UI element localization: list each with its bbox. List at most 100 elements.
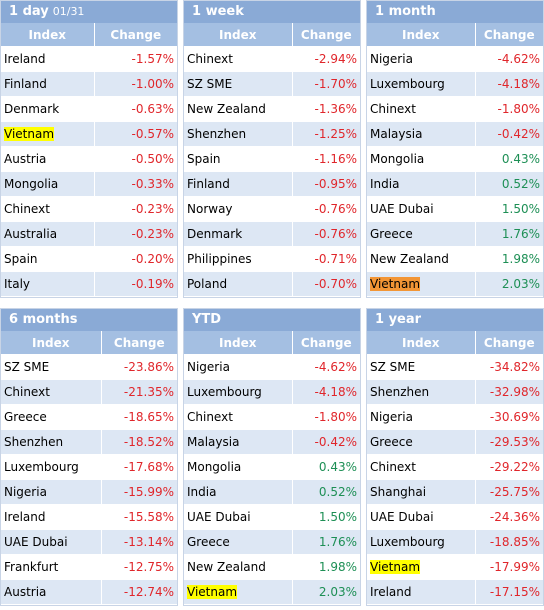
change-value: -0.57% bbox=[94, 121, 177, 147]
table-row[interactable]: Luxembourg -4.18% bbox=[367, 71, 543, 97]
header-change[interactable]: Change bbox=[475, 331, 543, 355]
table-row[interactable]: Vietnam -17.99% bbox=[367, 554, 543, 580]
table-row[interactable]: SZ SME -1.70% bbox=[184, 71, 360, 97]
index-cell: Italy bbox=[1, 271, 95, 297]
change-value: -24.36% bbox=[475, 504, 543, 530]
table-row[interactable]: India 0.52% bbox=[367, 171, 543, 197]
table-row[interactable]: Nigeria -4.62% bbox=[367, 46, 543, 72]
change-value: -1.57% bbox=[94, 46, 177, 72]
table-row[interactable]: SZ SME -23.86% bbox=[1, 354, 177, 380]
table-row[interactable]: Spain -1.16% bbox=[184, 146, 360, 172]
table-row[interactable]: Spain -0.20% bbox=[1, 246, 177, 272]
table-row[interactable]: Chinext -21.35% bbox=[1, 379, 177, 405]
table-row[interactable]: UAE Dubai 1.50% bbox=[184, 504, 360, 530]
change-value: -4.62% bbox=[292, 354, 360, 380]
header-index[interactable]: Index bbox=[367, 23, 476, 47]
table-row[interactable]: Chinext -1.80% bbox=[367, 96, 543, 122]
index-name: Vietnam bbox=[370, 560, 421, 574]
table-row[interactable]: New Zealand 1.98% bbox=[184, 554, 360, 580]
header-change[interactable]: Change bbox=[101, 331, 177, 355]
index-name: Greece bbox=[370, 227, 413, 241]
table-row[interactable]: Shanghai -25.75% bbox=[367, 479, 543, 505]
panel-title: 1 year bbox=[367, 309, 543, 331]
table-header-row: Index Change bbox=[367, 23, 543, 47]
table-row[interactable]: Ireland -1.57% bbox=[1, 46, 177, 72]
header-index[interactable]: Index bbox=[1, 23, 95, 47]
index-name: Finland bbox=[187, 177, 230, 191]
index-cell: Chinext bbox=[367, 454, 476, 480]
table-row[interactable]: Finland -0.95% bbox=[184, 171, 360, 197]
table-row[interactable]: Denmark -0.63% bbox=[1, 96, 177, 122]
header-change[interactable]: Change bbox=[475, 23, 543, 47]
index-cell: Mongolia bbox=[184, 454, 293, 480]
index-cell: Spain bbox=[184, 146, 293, 172]
table-row[interactable]: Malaysia -0.42% bbox=[367, 121, 543, 147]
table-row[interactable]: SZ SME -34.82% bbox=[367, 354, 543, 380]
index-cell: Nigeria bbox=[1, 479, 102, 505]
table-row[interactable]: Luxembourg -17.68% bbox=[1, 454, 177, 480]
header-index[interactable]: Index bbox=[184, 331, 293, 355]
change-value: -0.50% bbox=[94, 146, 177, 172]
table-row[interactable]: UAE Dubai -13.14% bbox=[1, 529, 177, 555]
table-row[interactable]: Mongolia 0.43% bbox=[184, 454, 360, 480]
change-value: -0.19% bbox=[94, 271, 177, 297]
table-row[interactable]: Nigeria -15.99% bbox=[1, 479, 177, 505]
table-row[interactable]: Luxembourg -18.85% bbox=[367, 529, 543, 555]
table-row[interactable]: Nigeria -30.69% bbox=[367, 404, 543, 430]
table-row[interactable]: Denmark -0.76% bbox=[184, 221, 360, 247]
header-index[interactable]: Index bbox=[184, 23, 293, 47]
table-row[interactable]: Finland -1.00% bbox=[1, 71, 177, 97]
table-row[interactable]: Nigeria -4.62% bbox=[184, 354, 360, 380]
change-value: -18.52% bbox=[101, 429, 177, 455]
table-row[interactable]: Malaysia -0.42% bbox=[184, 429, 360, 455]
index-name: Ireland bbox=[4, 510, 46, 524]
table-row[interactable]: Philippines -0.71% bbox=[184, 246, 360, 272]
index-cell: Vietnam bbox=[367, 271, 476, 297]
index-cell: Philippines bbox=[184, 246, 293, 272]
change-value: -23.86% bbox=[101, 354, 177, 380]
table-row[interactable]: Austria -12.74% bbox=[1, 579, 177, 605]
table-row[interactable]: UAE Dubai -24.36% bbox=[367, 504, 543, 530]
header-change[interactable]: Change bbox=[292, 331, 360, 355]
table-row[interactable]: Austria -0.50% bbox=[1, 146, 177, 172]
table-row[interactable]: Poland -0.70% bbox=[184, 271, 360, 297]
table-row[interactable]: Chinext -2.94% bbox=[184, 46, 360, 72]
change-value: -17.68% bbox=[101, 454, 177, 480]
table-row[interactable]: Greece 1.76% bbox=[367, 221, 543, 247]
table-row[interactable]: Shenzhen -32.98% bbox=[367, 379, 543, 405]
table-row[interactable]: Vietnam 2.03% bbox=[367, 271, 543, 297]
table-row[interactable]: Chinext -0.23% bbox=[1, 196, 177, 222]
table-row[interactable]: Ireland -15.58% bbox=[1, 504, 177, 530]
table-row[interactable]: Chinext -29.22% bbox=[367, 454, 543, 480]
table-row[interactable]: New Zealand -1.36% bbox=[184, 96, 360, 122]
table-row[interactable]: Greece -29.53% bbox=[367, 429, 543, 455]
table-row[interactable]: Italy -0.19% bbox=[1, 271, 177, 297]
index-cell: Australia bbox=[1, 221, 95, 247]
table-row[interactable]: Mongolia 0.43% bbox=[367, 146, 543, 172]
header-change[interactable]: Change bbox=[94, 23, 177, 47]
index-cell: Denmark bbox=[184, 221, 293, 247]
table-row[interactable]: Greece -18.65% bbox=[1, 404, 177, 430]
table-row[interactable]: Ireland -17.15% bbox=[367, 579, 543, 605]
table-row[interactable]: India 0.52% bbox=[184, 479, 360, 505]
header-index[interactable]: Index bbox=[1, 331, 102, 355]
table-row[interactable]: Mongolia -0.33% bbox=[1, 171, 177, 197]
table-row[interactable]: Shenzhen -1.25% bbox=[184, 121, 360, 147]
table-row[interactable]: Luxembourg -4.18% bbox=[184, 379, 360, 405]
table-row[interactable]: New Zealand 1.98% bbox=[367, 246, 543, 272]
table-row[interactable]: Chinext -1.80% bbox=[184, 404, 360, 430]
table-row[interactable]: Frankfurt -12.75% bbox=[1, 554, 177, 580]
table-row[interactable]: Norway -0.76% bbox=[184, 196, 360, 222]
table-row[interactable]: UAE Dubai 1.50% bbox=[367, 196, 543, 222]
change-value: -0.76% bbox=[292, 221, 360, 247]
index-name: Shenzhen bbox=[370, 385, 430, 399]
index-cell: Vietnam bbox=[184, 579, 293, 605]
table-row[interactable]: Shenzhen -18.52% bbox=[1, 429, 177, 455]
table-row[interactable]: Greece 1.76% bbox=[184, 529, 360, 555]
table-row[interactable]: Australia -0.23% bbox=[1, 221, 177, 247]
header-change[interactable]: Change bbox=[292, 23, 360, 47]
header-index[interactable]: Index bbox=[367, 331, 476, 355]
table-row[interactable]: Vietnam 2.03% bbox=[184, 579, 360, 605]
index-cell: Chinext bbox=[184, 404, 293, 430]
table-row[interactable]: Vietnam -0.57% bbox=[1, 121, 177, 147]
